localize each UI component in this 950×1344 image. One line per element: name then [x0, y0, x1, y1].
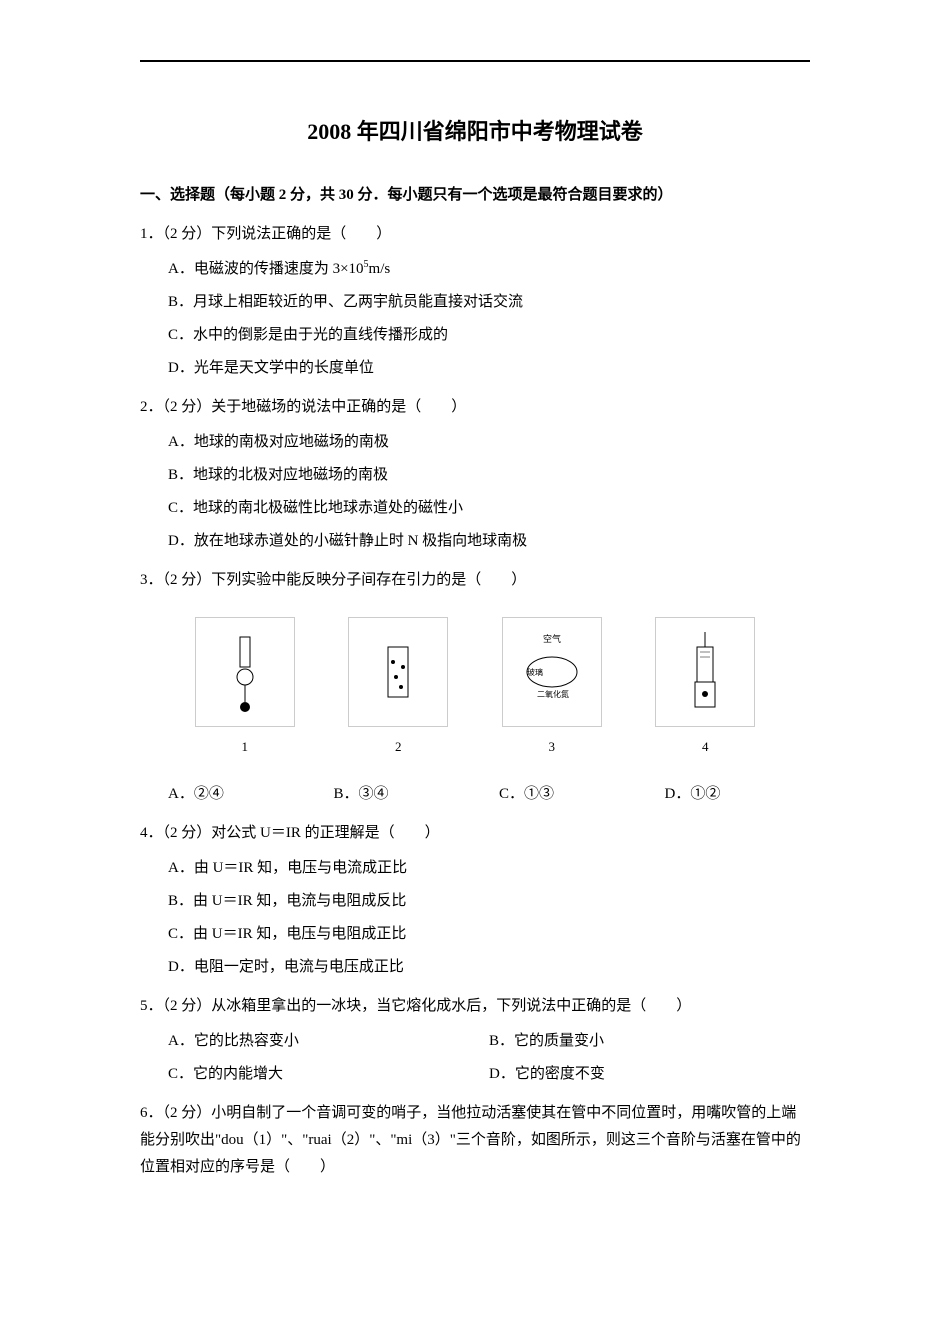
question-4-option-c: C．由 U＝IR 知，电压与电阻成正比 — [140, 921, 810, 948]
question-3-option-d: D．①② — [665, 781, 811, 808]
question-2-option-c: C．地球的南北极磁性比地球赤道处的磁性小 — [140, 495, 810, 522]
svg-text:二氧化氮: 二氧化氮 — [537, 689, 569, 699]
question-5-text: 5．（2 分）从冰箱里拿出的一冰块，当它熔化成水后，下列说法中正确的是（ ） — [140, 993, 810, 1020]
question-6: 6．（2 分）小明自制了一个音调可变的哨子，当他拉动活塞使其在管中不同位置时，用… — [140, 1100, 810, 1181]
question-2-option-d: D．放在地球赤道处的小磁针静止时 N 极指向地球南极 — [140, 528, 810, 555]
figure-4-label: 4 — [702, 735, 709, 758]
question-1-text: 1．（2 分）下列说法正确的是（ ） — [140, 221, 810, 248]
figure-1-label: 1 — [242, 735, 249, 758]
question-5-options-row2: C．它的内能增大 D．它的密度不变 — [140, 1061, 810, 1088]
q1-optA-prefix: A．电磁波的传播速度为 3×10 — [168, 261, 364, 277]
question-6-text: 6．（2 分）小明自制了一个音调可变的哨子，当他拉动活塞使其在管中不同位置时，用… — [140, 1100, 810, 1181]
page-title: 2008 年四川省绵阳市中考物理试卷 — [140, 112, 810, 152]
question-5-option-b: B．它的质量变小 — [489, 1028, 810, 1055]
figure-4-image — [655, 617, 755, 727]
question-1-option-a: A．电磁波的传播速度为 3×105m/s — [140, 256, 810, 283]
question-5-options-row1: A．它的比热容变小 B．它的质量变小 — [140, 1028, 810, 1055]
question-4-option-a: A．由 U＝IR 知，电压与电流成正比 — [140, 855, 810, 882]
question-2-text: 2．（2 分）关于地磁场的说法中正确的是（ ） — [140, 394, 810, 421]
question-1: 1．（2 分）下列说法正确的是（ ） A．电磁波的传播速度为 3×105m/s … — [140, 221, 810, 382]
figure-3: 空气 玻璃 二氧化氮 3 — [502, 617, 602, 758]
figure-2-label: 2 — [395, 735, 402, 758]
question-4-option-d: D．电阻一定时，电流与电压成正比 — [140, 954, 810, 981]
figure-1: 1 — [195, 617, 295, 758]
question-5: 5．（2 分）从冰箱里拿出的一冰块，当它熔化成水后，下列说法中正确的是（ ） A… — [140, 993, 810, 1088]
question-2-option-a: A．地球的南极对应地磁场的南极 — [140, 429, 810, 456]
question-3-text: 3．（2 分）下列实验中能反映分子间存在引力的是（ ） — [140, 567, 810, 594]
question-5-option-d: D．它的密度不变 — [489, 1061, 810, 1088]
question-1-option-b: B．月球上相距较近的甲、乙两宇航员能直接对话交流 — [140, 289, 810, 316]
question-3-option-b: B．③④ — [334, 781, 480, 808]
question-3-option-c: C．①③ — [499, 781, 645, 808]
question-4-option-b: B．由 U＝IR 知，电流与电阻成反比 — [140, 888, 810, 915]
question-2-option-b: B．地球的北极对应地磁场的南极 — [140, 462, 810, 489]
figure-3-label: 3 — [549, 735, 556, 758]
q1-optA-suffix: m/s — [369, 261, 391, 277]
figure-3-image: 空气 玻璃 二氧化氮 — [502, 617, 602, 727]
figure-2-image — [348, 617, 448, 727]
question-3-options: A．②④ B．③④ C．①③ D．①② — [140, 781, 810, 808]
question-3: 3．（2 分）下列实验中能反映分子间存在引力的是（ ） 1 — [140, 567, 810, 808]
section-1-title: 一、选择题（每小题 2 分，共 30 分．每小题只有一个选项是最符合题目要求的） — [140, 182, 810, 209]
question-4-text: 4．（2 分）对公式 U＝IR 的正理解是（ ） — [140, 820, 810, 847]
question-4: 4．（2 分）对公式 U＝IR 的正理解是（ ） A．由 U＝IR 知，电压与电… — [140, 820, 810, 981]
question-1-option-c: C．水中的倒影是由于光的直线传播形成的 — [140, 322, 810, 349]
figure-4: 4 — [655, 617, 755, 758]
question-3-option-a: A．②④ — [168, 781, 314, 808]
question-1-option-d: D．光年是天文学中的长度单位 — [140, 355, 810, 382]
svg-text:玻璃: 玻璃 — [527, 667, 543, 677]
header-divider — [140, 60, 810, 62]
figure-1-image — [195, 617, 295, 727]
question-2: 2．（2 分）关于地磁场的说法中正确的是（ ） A．地球的南极对应地磁场的南极 … — [140, 394, 810, 555]
question-5-option-c: C．它的内能增大 — [168, 1061, 489, 1088]
figure-2: 2 — [348, 617, 448, 758]
question-5-option-a: A．它的比热容变小 — [168, 1028, 489, 1055]
svg-text:空气: 空气 — [543, 633, 561, 644]
question-3-figures: 1 2 空气 玻璃 二氧化氮 — [140, 602, 810, 773]
